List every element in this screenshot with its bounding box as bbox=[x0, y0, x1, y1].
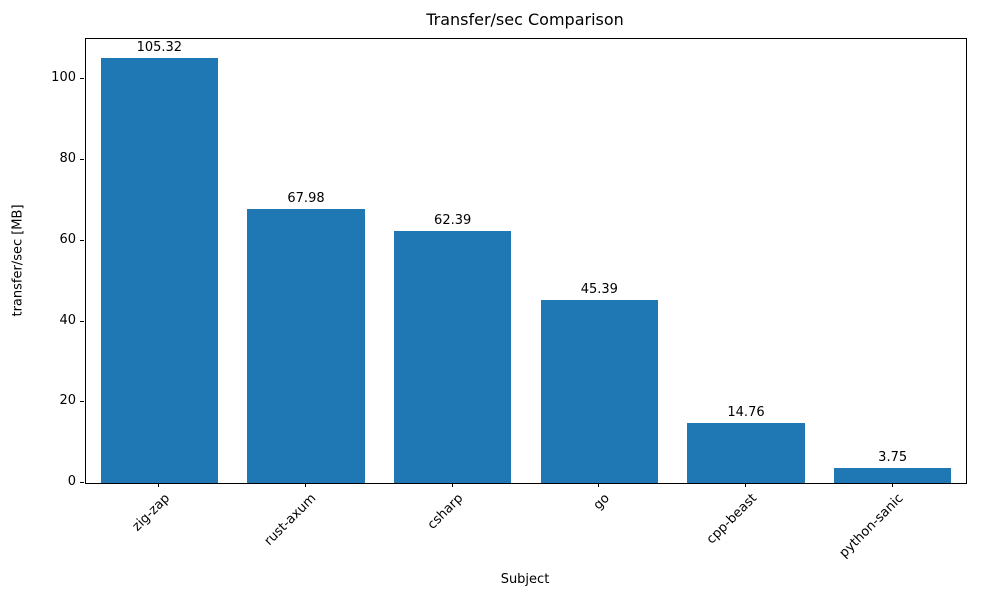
plot-area: 105.32 67.98 62.39 45.39 14.76 3.75 bbox=[85, 38, 967, 484]
x-tick-label: zig-zap bbox=[129, 491, 173, 535]
bar-python-sanic bbox=[834, 467, 952, 483]
y-tick-label: 20 bbox=[59, 393, 76, 409]
x-tick-label: go bbox=[590, 491, 613, 514]
chart-title: Transfer/sec Comparison bbox=[426, 10, 624, 29]
y-tick-label: 60 bbox=[59, 231, 76, 247]
x-tick-label: rust-axum bbox=[261, 491, 320, 549]
x-axis-label: Subject bbox=[500, 572, 550, 587]
bar-value-label: 3.75 bbox=[878, 449, 908, 465]
bar-cpp-beast bbox=[687, 423, 805, 483]
y-tick-label: 40 bbox=[59, 312, 76, 328]
bar-rust-axum bbox=[247, 208, 365, 483]
y-tick-label: 80 bbox=[59, 151, 76, 167]
y-axis-label: transfer/sec [MB] bbox=[10, 204, 26, 317]
y-tick-mark bbox=[80, 78, 84, 80]
y-tick-mark bbox=[80, 239, 84, 241]
bar-go bbox=[540, 299, 658, 483]
bar-zig-zap bbox=[100, 57, 218, 483]
y-tick-label: 0 bbox=[67, 474, 76, 489]
x-tick-label: csharp bbox=[424, 491, 467, 533]
y-tick-mark bbox=[80, 320, 84, 322]
bar-value-label: 14.76 bbox=[727, 405, 765, 421]
y-tick-mark bbox=[80, 401, 84, 403]
y-tick-mark bbox=[80, 159, 84, 161]
bar-csharp bbox=[394, 231, 512, 483]
bar-value-label: 105.32 bbox=[136, 39, 183, 55]
bar-value-label: 67.98 bbox=[287, 190, 325, 206]
x-tick-label: python-sanic bbox=[836, 491, 907, 561]
bar-value-label: 45.39 bbox=[580, 281, 618, 297]
y-tick-label: 100 bbox=[51, 70, 76, 86]
x-tick-label: cpp-beast bbox=[703, 491, 760, 548]
y-tick-mark bbox=[80, 482, 84, 483]
bar-value-label: 62.39 bbox=[434, 213, 472, 229]
